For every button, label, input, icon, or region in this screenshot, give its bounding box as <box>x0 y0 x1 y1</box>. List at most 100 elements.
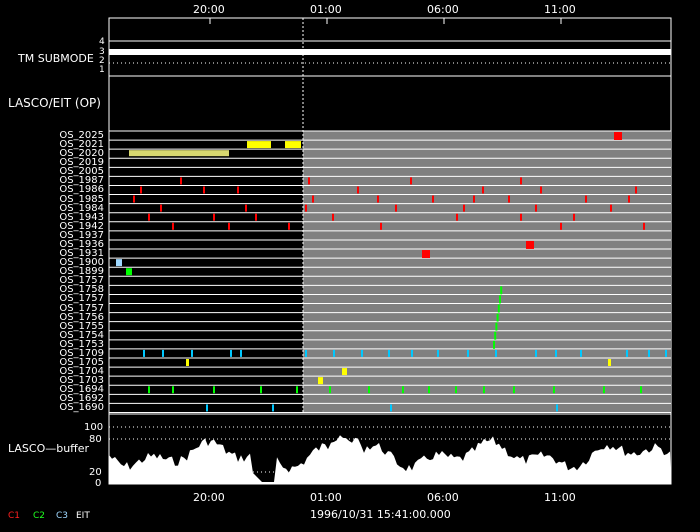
c2-ramp <box>500 286 503 295</box>
c2-ramp <box>497 304 500 313</box>
c1-mark <box>463 204 465 212</box>
top-tick-label: 06:00 <box>427 3 459 16</box>
eit-mark <box>186 359 189 366</box>
buffer-y-tick: 20 <box>89 467 102 478</box>
c1-block <box>614 132 622 140</box>
os-row-label: OS_1937 <box>59 229 104 241</box>
legend-c1: C1 <box>8 511 21 521</box>
os-marks <box>116 132 667 412</box>
c3-mark <box>388 349 390 357</box>
c3-mark <box>495 349 497 357</box>
eit-block <box>342 368 347 376</box>
c3-mark <box>626 349 628 357</box>
c1-mark <box>308 177 310 185</box>
c1-mark <box>482 186 484 194</box>
os-row-label: OS_1931 <box>59 248 104 260</box>
c2-mark <box>428 386 430 394</box>
c1-mark <box>245 204 247 212</box>
submode-level-label: 4 <box>99 37 105 47</box>
c2-ramp <box>495 322 498 331</box>
os-row-label: OS_1984 <box>59 202 104 214</box>
os-row-label: OS_2019 <box>59 157 104 169</box>
c3-mark <box>162 349 164 357</box>
c1-mark <box>456 213 458 221</box>
os-row-label: OS_2025 <box>59 130 104 141</box>
eit-block <box>247 141 271 149</box>
c1-mark <box>540 186 542 194</box>
bottom-tick-label: 11:00 <box>544 491 576 504</box>
c3-mark <box>361 349 363 357</box>
c3-mark <box>143 349 145 357</box>
c2-mark <box>148 386 150 394</box>
buffer-y-tick: 100 <box>84 422 104 433</box>
os-rows <box>109 130 671 413</box>
os-row-label: OS_1985 <box>59 193 104 205</box>
c1-mark <box>180 177 182 185</box>
top-tick-label: 20:00 <box>193 3 225 16</box>
c1-mark <box>203 186 205 194</box>
legend-eit: EIT <box>76 511 90 521</box>
c3-mark <box>390 404 392 412</box>
footer-timestamp: 1996/10/31 15:41:00.000 <box>310 508 451 521</box>
os-row-label: OS_1709 <box>59 347 104 359</box>
c1-mark <box>643 222 645 230</box>
c3-mark <box>240 349 242 357</box>
tm-submode-panel <box>109 40 671 77</box>
tm-submode-label: TM SUBMODE <box>18 52 94 65</box>
c2-ramp <box>496 313 499 322</box>
buffer-fill-area <box>109 435 671 484</box>
c3-mark <box>333 349 335 357</box>
c2-mark <box>483 386 485 394</box>
c1-mark <box>535 204 537 212</box>
os-row-label: OS_1757 <box>59 302 104 314</box>
c3-mark <box>467 349 469 357</box>
tm-submode-band <box>109 49 671 55</box>
c2-mark <box>296 386 298 394</box>
c1-mark <box>357 186 359 194</box>
eit-hatch <box>129 150 229 157</box>
bottom-tick-label: 01:00 <box>310 491 342 504</box>
bottom-tick-label: 06:00 <box>427 491 459 504</box>
os-row-label: OS_1942 <box>59 220 104 232</box>
c1-mark <box>395 204 397 212</box>
c3-block <box>116 259 122 267</box>
os-row-label: OS_1705 <box>59 357 104 368</box>
c1-mark <box>520 213 522 221</box>
c2-mark <box>213 386 215 394</box>
os-row-label: OS_1987 <box>59 175 104 187</box>
legend-c3: C3 <box>56 511 69 521</box>
os-row-label: OS_1692 <box>59 393 104 405</box>
c1-mark <box>610 204 612 212</box>
bottom-tick-label: 20:00 <box>193 491 225 504</box>
c1-mark <box>473 195 475 203</box>
c3-mark <box>272 404 274 412</box>
c1-mark <box>508 195 510 203</box>
os-row-label: OS_1758 <box>59 284 104 296</box>
c3-mark <box>411 349 413 357</box>
c1-mark <box>228 222 230 230</box>
os-row-label: OS_1756 <box>59 311 104 323</box>
os-row-label: OS_1986 <box>59 184 104 196</box>
c2-ramp <box>499 295 501 304</box>
eit-block <box>285 141 301 149</box>
c3-mark <box>556 404 558 412</box>
buffer-y-tick: 80 <box>89 434 102 445</box>
c1-mark <box>237 186 239 194</box>
c2-mark <box>402 386 404 394</box>
os-row-label: OS_1900 <box>59 257 104 269</box>
c3-mark <box>555 349 557 357</box>
c1-mark <box>255 213 257 221</box>
buffer-panel <box>109 413 671 484</box>
os-row-label: OS_2021 <box>59 139 104 151</box>
c1-mark <box>380 222 382 230</box>
c1-mark <box>140 186 142 194</box>
c1-mark <box>573 213 575 221</box>
c2-mark <box>172 386 174 394</box>
top-tick-label: 01:00 <box>310 3 342 16</box>
c1-mark <box>332 213 334 221</box>
eit-block <box>318 377 323 385</box>
os-row-label: OS_1757 <box>59 275 104 287</box>
c2-mark <box>640 386 642 394</box>
c1-mark <box>410 177 412 185</box>
